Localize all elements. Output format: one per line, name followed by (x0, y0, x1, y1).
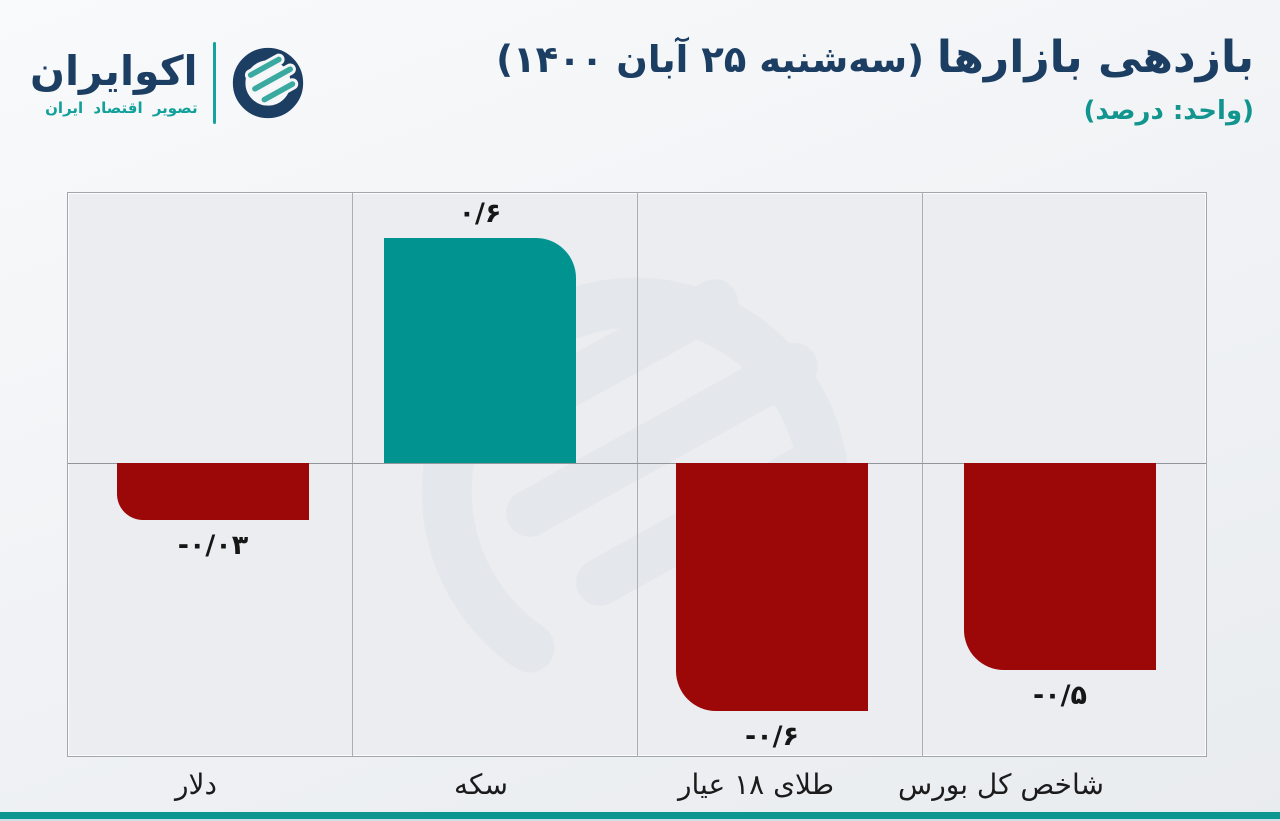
logo-tagline: تصویر اقتصاد ایران (45, 98, 198, 117)
category-label-dollar: دلار (175, 768, 217, 801)
footer-accent-strip (0, 812, 1280, 819)
category-label-gold-18k: طلای ۱۸ عیار (678, 768, 834, 801)
bar-stock-index (964, 463, 1156, 670)
value-label-gold-18k: -۰/۶ (744, 721, 800, 752)
value-label-coin: ۰/۶ (458, 198, 502, 229)
category-label-stock-index: شاخص کل بورس (898, 768, 1104, 801)
column-divider (922, 193, 923, 756)
category-label-coin: سکه (454, 768, 508, 801)
unit-note: (واحد: درصد) (1083, 96, 1255, 126)
zero-baseline (68, 463, 1206, 464)
ecoiran-emblem-icon (232, 47, 303, 119)
value-label-stock-index: -۰/۵ (1032, 680, 1088, 711)
bar-coin (384, 238, 576, 463)
chart-title-date: (سه‌شنبه ۲۵ آبان ۱۴۰۰) (496, 38, 937, 81)
bar-gold-18k (676, 463, 868, 711)
value-label-dollar: -۰/۰۳ (177, 530, 249, 561)
chart-title: بازدهی بازارها (سه‌شنبه ۲۵ آبان ۱۴۰۰) (496, 30, 1254, 85)
logo-divider (212, 42, 216, 124)
logo-name: اکوایران (30, 47, 198, 96)
ecoiran-logo: اکوایران تصویر اقتصاد ایران (30, 42, 305, 124)
chart-title-block: بازدهی بازارها (سه‌شنبه ۲۵ آبان ۱۴۰۰) (و… (496, 30, 1254, 128)
chart-title-main: بازدهی بازارها (936, 32, 1254, 83)
bar-dollar (117, 463, 309, 520)
footer-edge (0, 819, 1280, 821)
plot-area: -۰/۰۳ ۰/۶ -۰/۶ -۰/۵ (67, 192, 1207, 757)
column-divider (352, 193, 353, 756)
column-divider (637, 193, 638, 756)
